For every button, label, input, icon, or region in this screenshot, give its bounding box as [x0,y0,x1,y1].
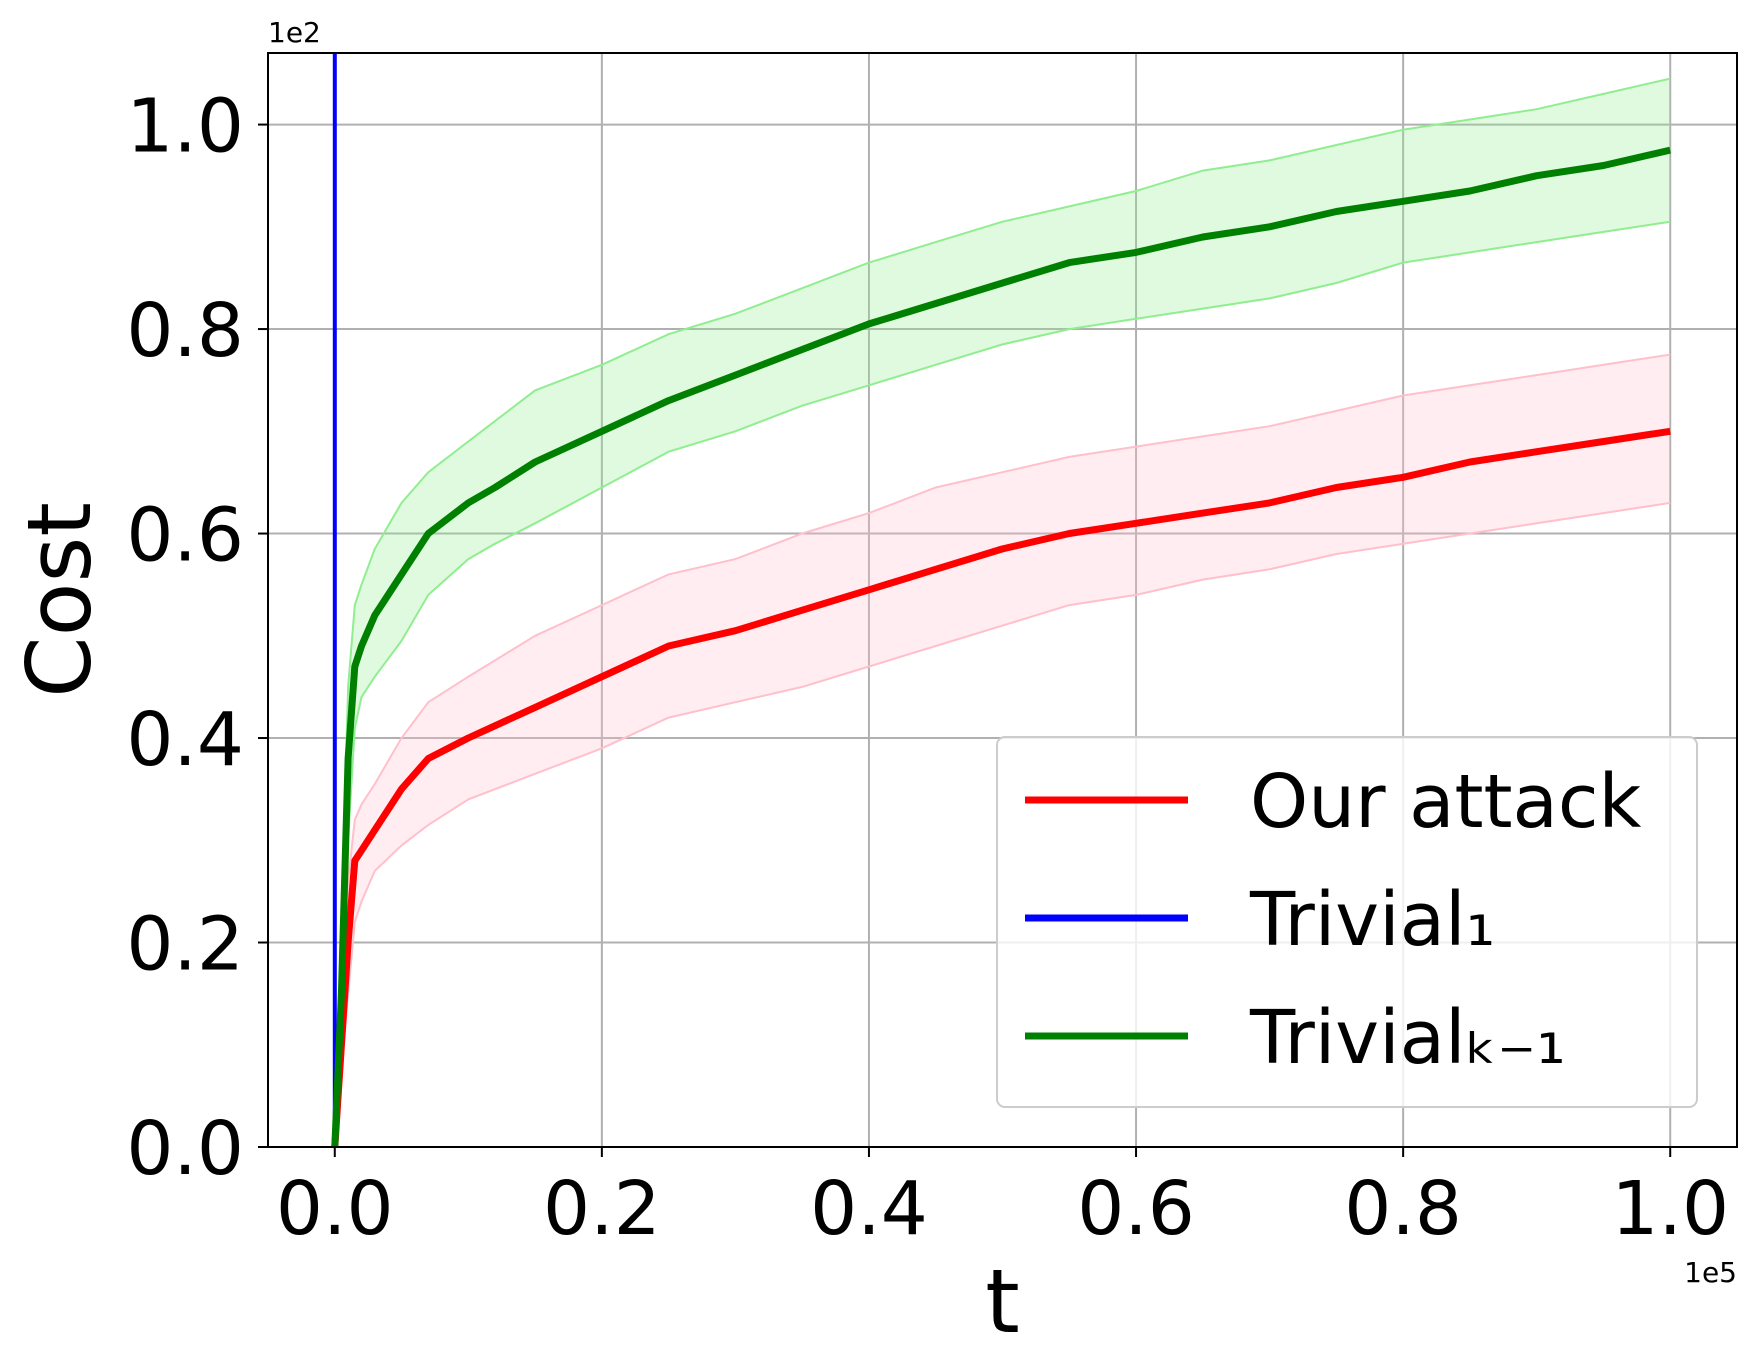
y-tick-label-2: 0.4 [126,697,244,783]
y-tick-label-4: 0.8 [126,288,244,374]
y-tick-label-5: 1.0 [126,84,244,170]
series-line-2 [331,146,1671,1148]
legend-label-0: Our attack [1250,759,1642,845]
x-tick-label-4: 0.8 [1344,1166,1462,1252]
x-tick-label-1: 0.2 [543,1166,661,1252]
x-tick-label-0: 0.0 [276,1166,394,1252]
y-axis-title: Cost [8,502,111,698]
y-tick-label-3: 0.6 [126,493,244,579]
band-upper-0 [333,353,1671,1148]
x-axis-ticks: 0.0 0.2 0.4 0.6 0.8 1.0 [276,1147,1729,1252]
band-fill-0 [334,354,1671,1148]
x-tick-label-2: 0.4 [810,1166,928,1252]
legend-box [996,736,1698,1108]
confidence-bands [333,77,1671,1148]
grid [268,53,1737,1148]
band-lower-2 [333,220,1671,1148]
y-axis-offset-label: 1e2 [268,16,321,49]
x-axis-offset-label: 1e5 [1684,1256,1737,1289]
plot-frame [267,52,1738,1148]
y-tick-label-1: 0.2 [126,902,244,988]
legend-label-1: Trivial₁ [1249,877,1495,963]
series-line-0 [331,427,1671,1148]
band-upper-2 [333,77,1671,1148]
x-axis-title: t [985,1250,1020,1353]
y-tick-label-0: 0.0 [126,1106,244,1192]
y-axis-ticks: 0.0 0.2 0.4 0.6 0.8 1.0 [126,84,268,1192]
legend-label-2: Trivialₖ₋₁ [1249,995,1566,1081]
x-tick-label-3: 0.6 [1077,1166,1195,1252]
x-tick-label-5: 1.0 [1611,1166,1729,1252]
band-fill-2 [334,78,1671,1148]
legend: Our attack Trivial₁ Trivialₖ₋₁ [996,736,1698,1108]
band-lower-0 [333,501,1671,1148]
series-lines [331,53,1671,1148]
